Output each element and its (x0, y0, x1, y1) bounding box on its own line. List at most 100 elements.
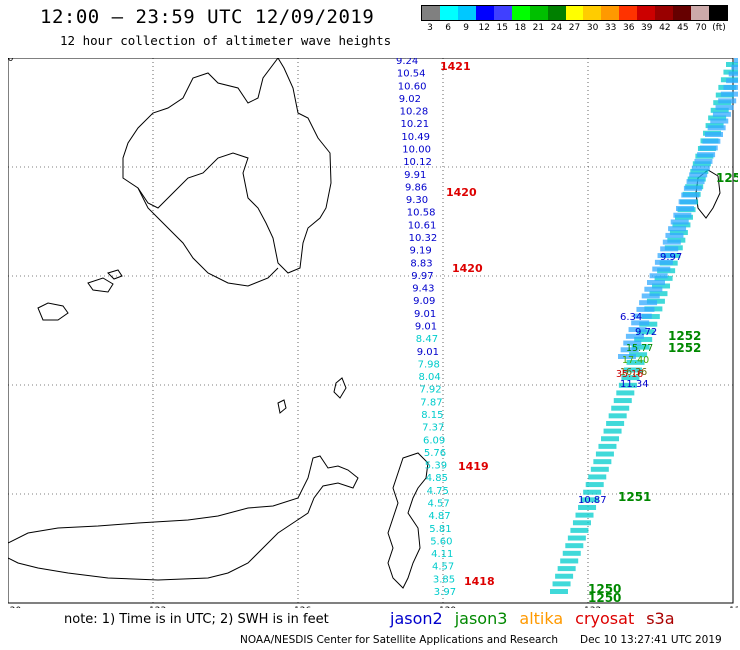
track-segment (575, 512, 594, 518)
legend-swatch (565, 6, 584, 20)
track-segment (723, 84, 738, 90)
wave-height-label: 8.15 (421, 410, 443, 421)
wave-height-label: 11.34 (620, 379, 649, 390)
track-segment (603, 428, 622, 434)
wave-height-label: 8.04 (419, 372, 441, 383)
wave-height-label: 9.91 (404, 170, 426, 181)
map-title: 12:00 – 23:59 UTC 12/09/2019 (40, 6, 375, 28)
time-label: 1252 (668, 341, 701, 355)
legend-swatch (422, 6, 440, 20)
track-segment (689, 172, 708, 178)
track-segment (557, 566, 576, 572)
color-legend: 3 6 9 12 15 18 21 24 27 30 33 36 39 42 45 70 (ft) (421, 5, 728, 35)
track-segment (560, 558, 579, 564)
map-frame (8, 58, 734, 604)
track-segment (590, 466, 609, 472)
track-segment (672, 222, 691, 228)
legend-swatch (457, 6, 476, 20)
legend-label: 21 (532, 23, 545, 33)
map-grid (8, 58, 734, 604)
satellite-name: jason2 (390, 609, 443, 628)
wave-height-label: 10.58 (407, 208, 436, 219)
wave-height-label: 3.97 (434, 587, 456, 598)
track-segment (608, 413, 627, 419)
track-segment (676, 206, 694, 211)
track-segment (699, 145, 718, 151)
wave-height-label: 4.87 (428, 511, 450, 522)
wave-height-label: 4.57 (432, 562, 454, 573)
wave-height-label: 8.83 (410, 258, 432, 269)
legend-swatch (583, 6, 602, 20)
wave-height-label: 7.98 (418, 359, 440, 370)
track-segment (588, 474, 607, 480)
satellite-name: altika (519, 609, 564, 628)
legend-label: 24 (550, 23, 563, 33)
track-segment (621, 375, 640, 381)
wave-height-label: 17.40 (622, 355, 649, 366)
legend-swatch (619, 6, 638, 20)
x-tick-label: 132 (584, 606, 601, 608)
legend-label: 18 (514, 23, 527, 33)
track-segment (644, 286, 663, 292)
wave-height-label: 10.54 (397, 69, 426, 80)
wave-height-label: 9.24 (396, 58, 418, 67)
track-segment (625, 333, 644, 339)
track-segment (550, 589, 568, 594)
timestamp: Dec 10 13:27:41 UTC 2019 (580, 634, 722, 646)
altimeter-map: 9.2410.5410.609.0210.2810.2110.4910.0010… (8, 58, 738, 608)
map-note: note: 1) Time is in UTC; 2) SWH is in fe… (64, 612, 329, 627)
legend-label: 30 (586, 23, 599, 33)
wave-height-label: 10.21 (401, 119, 430, 130)
track-segment (620, 347, 639, 353)
map-subtitle: 12 hour collection of altimeter wave hei… (60, 33, 392, 48)
legend-label: 45 (677, 23, 689, 33)
legend-swatch (511, 6, 530, 20)
legend-label: 42 (659, 23, 671, 33)
time-label: 1252 (668, 329, 701, 343)
irian-tip (695, 169, 721, 219)
track-segment (634, 336, 653, 342)
x-tick-label: 126 (294, 606, 311, 608)
track-segment (583, 489, 602, 495)
legend-label: (ft) (712, 23, 726, 33)
track-segment (710, 118, 729, 124)
satellite-name: cryosat (575, 609, 635, 628)
legend-label: 3 (427, 23, 433, 33)
track-segment (629, 352, 648, 358)
wave-height-label: 6.34 (620, 312, 642, 323)
track-segment (618, 354, 636, 359)
legend-label: 15 (496, 23, 508, 33)
wave-height-label: 10.60 (398, 81, 427, 92)
track-segment (631, 320, 650, 326)
track-segment (720, 91, 738, 97)
wave-height-label: 35.16 (616, 369, 643, 380)
halmahera-coast (387, 452, 429, 589)
wave-height-label: 10.00 (402, 145, 431, 156)
track-segment (598, 443, 617, 449)
legend-label: 39 (641, 23, 653, 33)
x-tick-label: 135 (729, 606, 738, 608)
track-segment (690, 168, 709, 174)
track-segment (686, 179, 705, 185)
wave-height-label: 9.97 (660, 252, 682, 263)
time-label: 1421 (440, 60, 471, 73)
track-segment (665, 232, 684, 238)
track-segment (705, 132, 723, 137)
track-segment (660, 246, 679, 252)
track-segment (726, 62, 738, 67)
legend-labels: 3 6 9 12 15 18 21 24 27 30 33 36 39 42 45 70 (ft) (421, 23, 728, 33)
track-segment (691, 165, 710, 171)
track-segment (641, 293, 660, 299)
track-segment (657, 253, 676, 259)
track-segment (633, 313, 652, 319)
wave-height-label: 7.37 (422, 423, 444, 434)
track-segment (611, 405, 630, 411)
track-segment (678, 199, 697, 205)
track-segment (652, 266, 671, 272)
track-segment (718, 98, 737, 104)
time-label: 1250 (588, 582, 621, 596)
wave-height-label: 4.57 (428, 499, 450, 510)
legend-color-bar (421, 5, 728, 21)
track-segment (565, 543, 584, 549)
track-segment (613, 398, 632, 404)
